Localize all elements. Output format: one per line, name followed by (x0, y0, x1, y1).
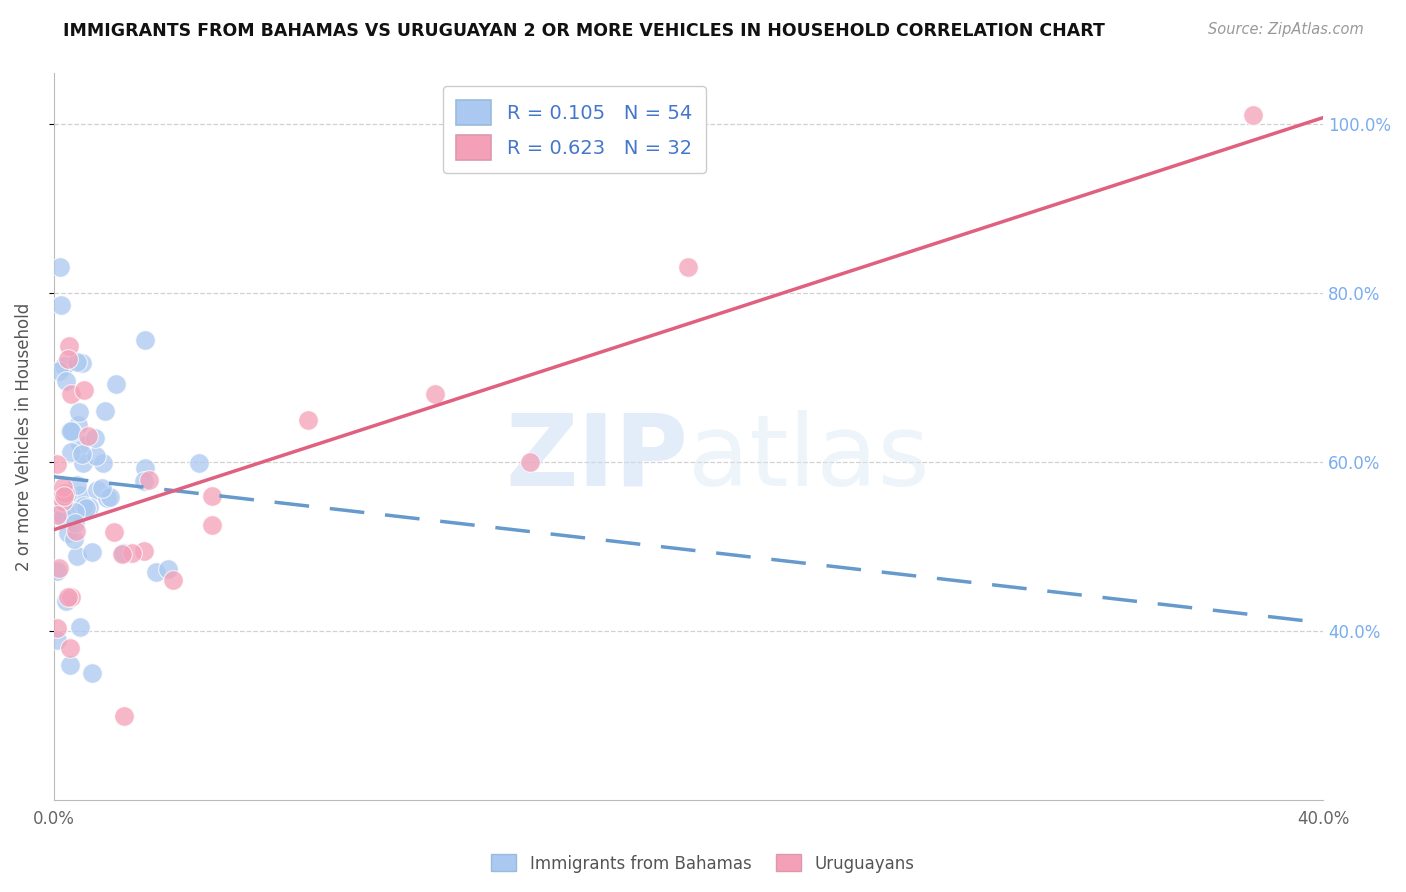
Point (77, 500, 100, 515)
Point (138, 473, 160, 487)
Point (60, 424, 83, 438)
Point (51, 480, 73, 494)
Point (112, 708, 135, 723)
Point (91, 481, 114, 495)
Point (59, 657, 82, 672)
Point (60, 444, 83, 458)
Point (103, 525, 125, 540)
Point (132, 544, 155, 558)
Legend: R = 0.105   N = 54, R = 0.623   N = 32: R = 0.105 N = 54, R = 0.623 N = 32 (443, 87, 706, 173)
Point (98, 490, 121, 504)
Point (73, 500, 96, 514)
Point (58, 339, 80, 353)
Point (60, 591, 83, 605)
Point (94, 404, 117, 418)
Point (75, 500, 97, 515)
Point (70, 447, 93, 461)
Legend: Immigrants from Bahamas, Uruguayans: Immigrants from Bahamas, Uruguayans (485, 847, 921, 880)
Point (56, 352, 79, 367)
Text: Source: ZipAtlas.com: Source: ZipAtlas.com (1208, 22, 1364, 37)
Point (112, 547, 135, 561)
Text: atlas: atlas (689, 410, 931, 507)
Point (72, 457, 94, 471)
Point (66, 418, 89, 433)
Point (678, 260, 700, 275)
Point (52, 509, 75, 524)
Point (132, 475, 155, 489)
Point (46, 508, 69, 522)
Point (46, 504, 69, 518)
Point (66, 354, 89, 368)
Point (145, 565, 167, 579)
Point (46, 564, 69, 578)
Point (60, 508, 83, 522)
Point (60, 387, 83, 401)
Point (67, 405, 90, 419)
Point (46, 621, 69, 635)
Point (83, 431, 105, 445)
Point (121, 546, 143, 560)
Point (48, 561, 70, 575)
Point (69, 620, 91, 634)
Point (59, 640, 82, 655)
Y-axis label: 2 or more Vehicles in Household: 2 or more Vehicles in Household (15, 302, 32, 571)
Point (49, 260, 72, 275)
Point (48, 364, 70, 378)
Point (52, 359, 75, 373)
Point (66, 478, 89, 492)
Point (58, 590, 80, 604)
Point (60, 425, 83, 440)
Point (111, 547, 134, 561)
Point (65, 524, 87, 539)
Text: IMMIGRANTS FROM BAHAMAS VS URUGUAYAN 2 OR MORE VEHICLES IN HOUSEHOLD CORRELATION: IMMIGRANTS FROM BAHAMAS VS URUGUAYAN 2 O… (63, 22, 1105, 40)
Point (519, 455, 541, 469)
Point (188, 456, 211, 470)
Point (53, 489, 76, 503)
Point (201, 517, 224, 532)
Point (162, 574, 184, 588)
Point (46, 458, 69, 472)
Point (46, 632, 69, 647)
Point (66, 549, 89, 563)
Text: ZIP: ZIP (506, 410, 689, 507)
Point (55, 594, 77, 608)
Point (73, 383, 96, 397)
Point (55, 375, 77, 389)
Point (201, 489, 224, 503)
Point (69, 437, 91, 451)
Point (76, 428, 98, 442)
Point (82, 545, 104, 559)
Point (63, 516, 86, 530)
Point (63, 505, 86, 519)
Point (1241, 108, 1264, 122)
Point (55, 486, 77, 500)
Point (134, 333, 156, 347)
Point (423, 387, 446, 401)
Point (52, 494, 75, 508)
Point (80, 666, 103, 681)
Point (86, 483, 108, 497)
Point (297, 413, 319, 427)
Point (51, 494, 73, 508)
Point (70, 356, 93, 370)
Point (96, 491, 118, 506)
Point (134, 461, 156, 475)
Point (156, 562, 179, 576)
Point (59, 425, 82, 439)
Point (104, 377, 127, 392)
Point (84, 449, 107, 463)
Point (56, 525, 79, 540)
Point (63, 532, 86, 546)
Point (53, 485, 76, 500)
Point (69, 488, 91, 502)
Point (91, 456, 114, 470)
Point (51, 298, 73, 312)
